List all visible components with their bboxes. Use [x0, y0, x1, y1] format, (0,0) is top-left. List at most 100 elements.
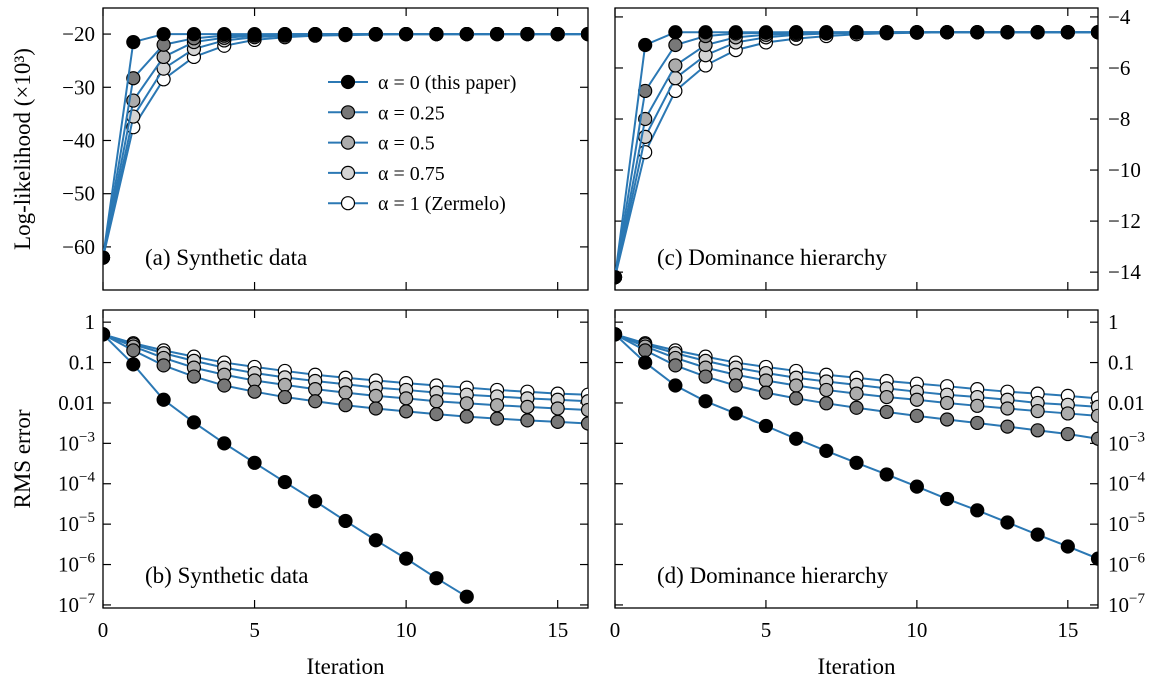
- data-point: [1000, 419, 1015, 434]
- legend-marker: [340, 105, 356, 120]
- data-point: [638, 37, 653, 53]
- tick-label-text: −8: [1108, 107, 1130, 131]
- data-point: [580, 26, 588, 42]
- data-point: [1060, 25, 1075, 40]
- data-point: [338, 398, 353, 413]
- data-point: [156, 49, 171, 65]
- tick-label-text: −12: [1108, 209, 1141, 233]
- y-tick-label: −50: [62, 182, 95, 206]
- y-tick-label: 10−5: [1108, 510, 1145, 536]
- data-point: [1090, 551, 1098, 566]
- data-point: [156, 392, 171, 407]
- data-point: [849, 455, 864, 470]
- data-point: [1000, 25, 1015, 40]
- data-point: [368, 533, 383, 548]
- data-point: [668, 358, 683, 373]
- legend-label: α = 0 (this paper): [378, 72, 516, 94]
- data-point: [1000, 401, 1015, 416]
- data-point: [520, 399, 535, 414]
- tick-label-text: 10: [58, 593, 79, 617]
- data-point: [1030, 423, 1045, 438]
- data-point: [550, 414, 565, 429]
- data-point: [879, 389, 894, 405]
- y-tick-label: −14: [1108, 260, 1141, 284]
- data-point: [217, 26, 232, 42]
- data-point: [1090, 25, 1098, 40]
- data-point: [489, 26, 505, 42]
- y-tick-label: −10: [1108, 158, 1141, 182]
- panel-annotation: (b) Synthetic data: [145, 563, 309, 588]
- data-point: [550, 401, 565, 416]
- data-point: [156, 358, 171, 373]
- data-point: [789, 378, 804, 393]
- tick-label-text: 10: [1108, 472, 1129, 496]
- tick-label-text: 10: [58, 512, 79, 536]
- y-tick-label: 0.1: [69, 351, 95, 375]
- y-tick-label: 0.01: [1108, 391, 1145, 415]
- tick-label-text: −14: [1108, 260, 1141, 284]
- data-point: [459, 26, 474, 42]
- data-point: [399, 391, 414, 406]
- data-point: [429, 394, 444, 409]
- data-point: [849, 386, 864, 401]
- x-axis-label: Iteration: [818, 654, 896, 679]
- tick-label-text: −4: [1108, 5, 1131, 29]
- data-point: [368, 26, 383, 42]
- data-point: [909, 25, 924, 40]
- y-tick-label: 0.01: [58, 391, 95, 415]
- data-point: [1030, 527, 1045, 542]
- data-point: [399, 26, 414, 42]
- x-axis-label: Iteration: [307, 654, 385, 679]
- y-tick-label: −8: [1108, 107, 1130, 131]
- data-point: [126, 71, 141, 86]
- tick-label-text: −50: [62, 182, 95, 206]
- y-tick-label: −40: [62, 128, 95, 152]
- data-point: [103, 327, 111, 342]
- data-point: [1030, 403, 1045, 419]
- plot-area: [615, 327, 1098, 566]
- data-point: [939, 25, 955, 40]
- y-tick-label: −12: [1108, 209, 1141, 233]
- y-tick-label: 10−3: [1108, 429, 1145, 455]
- tick-label-text: −20: [62, 22, 95, 46]
- data-point: [728, 406, 743, 421]
- tick-label-text: 10: [1108, 553, 1129, 577]
- data-point: [489, 411, 505, 426]
- y-tick-label: 10−6: [58, 551, 95, 577]
- data-point: [489, 398, 505, 413]
- data-point: [1060, 406, 1075, 421]
- data-point: [156, 26, 171, 42]
- legend-marker: [340, 74, 356, 90]
- tick-label-text: 10: [1108, 431, 1129, 455]
- x-tick-label: 15: [547, 618, 568, 642]
- data-point: [247, 384, 262, 399]
- data-point: [308, 26, 323, 42]
- data-point: [338, 385, 353, 400]
- y-tick-label: −60: [62, 235, 95, 259]
- panel-annotation: (a) Synthetic data: [145, 245, 307, 270]
- legend-marker: [340, 165, 356, 180]
- data-point: [308, 494, 323, 509]
- panel: −4 −6 −8 −10 −12 −14 (c) Dominance hierarchy: [614, 5, 1141, 291]
- tick-label-exponent: −5: [79, 510, 95, 526]
- data-point: [459, 409, 474, 424]
- y-tick-label: −4: [1108, 5, 1131, 29]
- data-point: [819, 443, 834, 459]
- plot-frame: [102, 309, 589, 609]
- data-point: [368, 401, 383, 416]
- tick-label-text: −30: [62, 75, 95, 99]
- panel-annotation: (c) Dominance hierarchy: [657, 245, 887, 270]
- tick-label-text: −10: [1108, 158, 1141, 182]
- y-tick-label: 10−7: [58, 591, 95, 617]
- data-point: [909, 392, 924, 407]
- data-point: [459, 396, 474, 411]
- data-point: [1060, 539, 1075, 554]
- data-point: [819, 396, 834, 411]
- data-point: [580, 402, 588, 418]
- data-point: [728, 378, 743, 393]
- data-point: [668, 58, 683, 73]
- x-tick-label: 0: [98, 618, 109, 642]
- tick-label-text: −40: [62, 128, 95, 152]
